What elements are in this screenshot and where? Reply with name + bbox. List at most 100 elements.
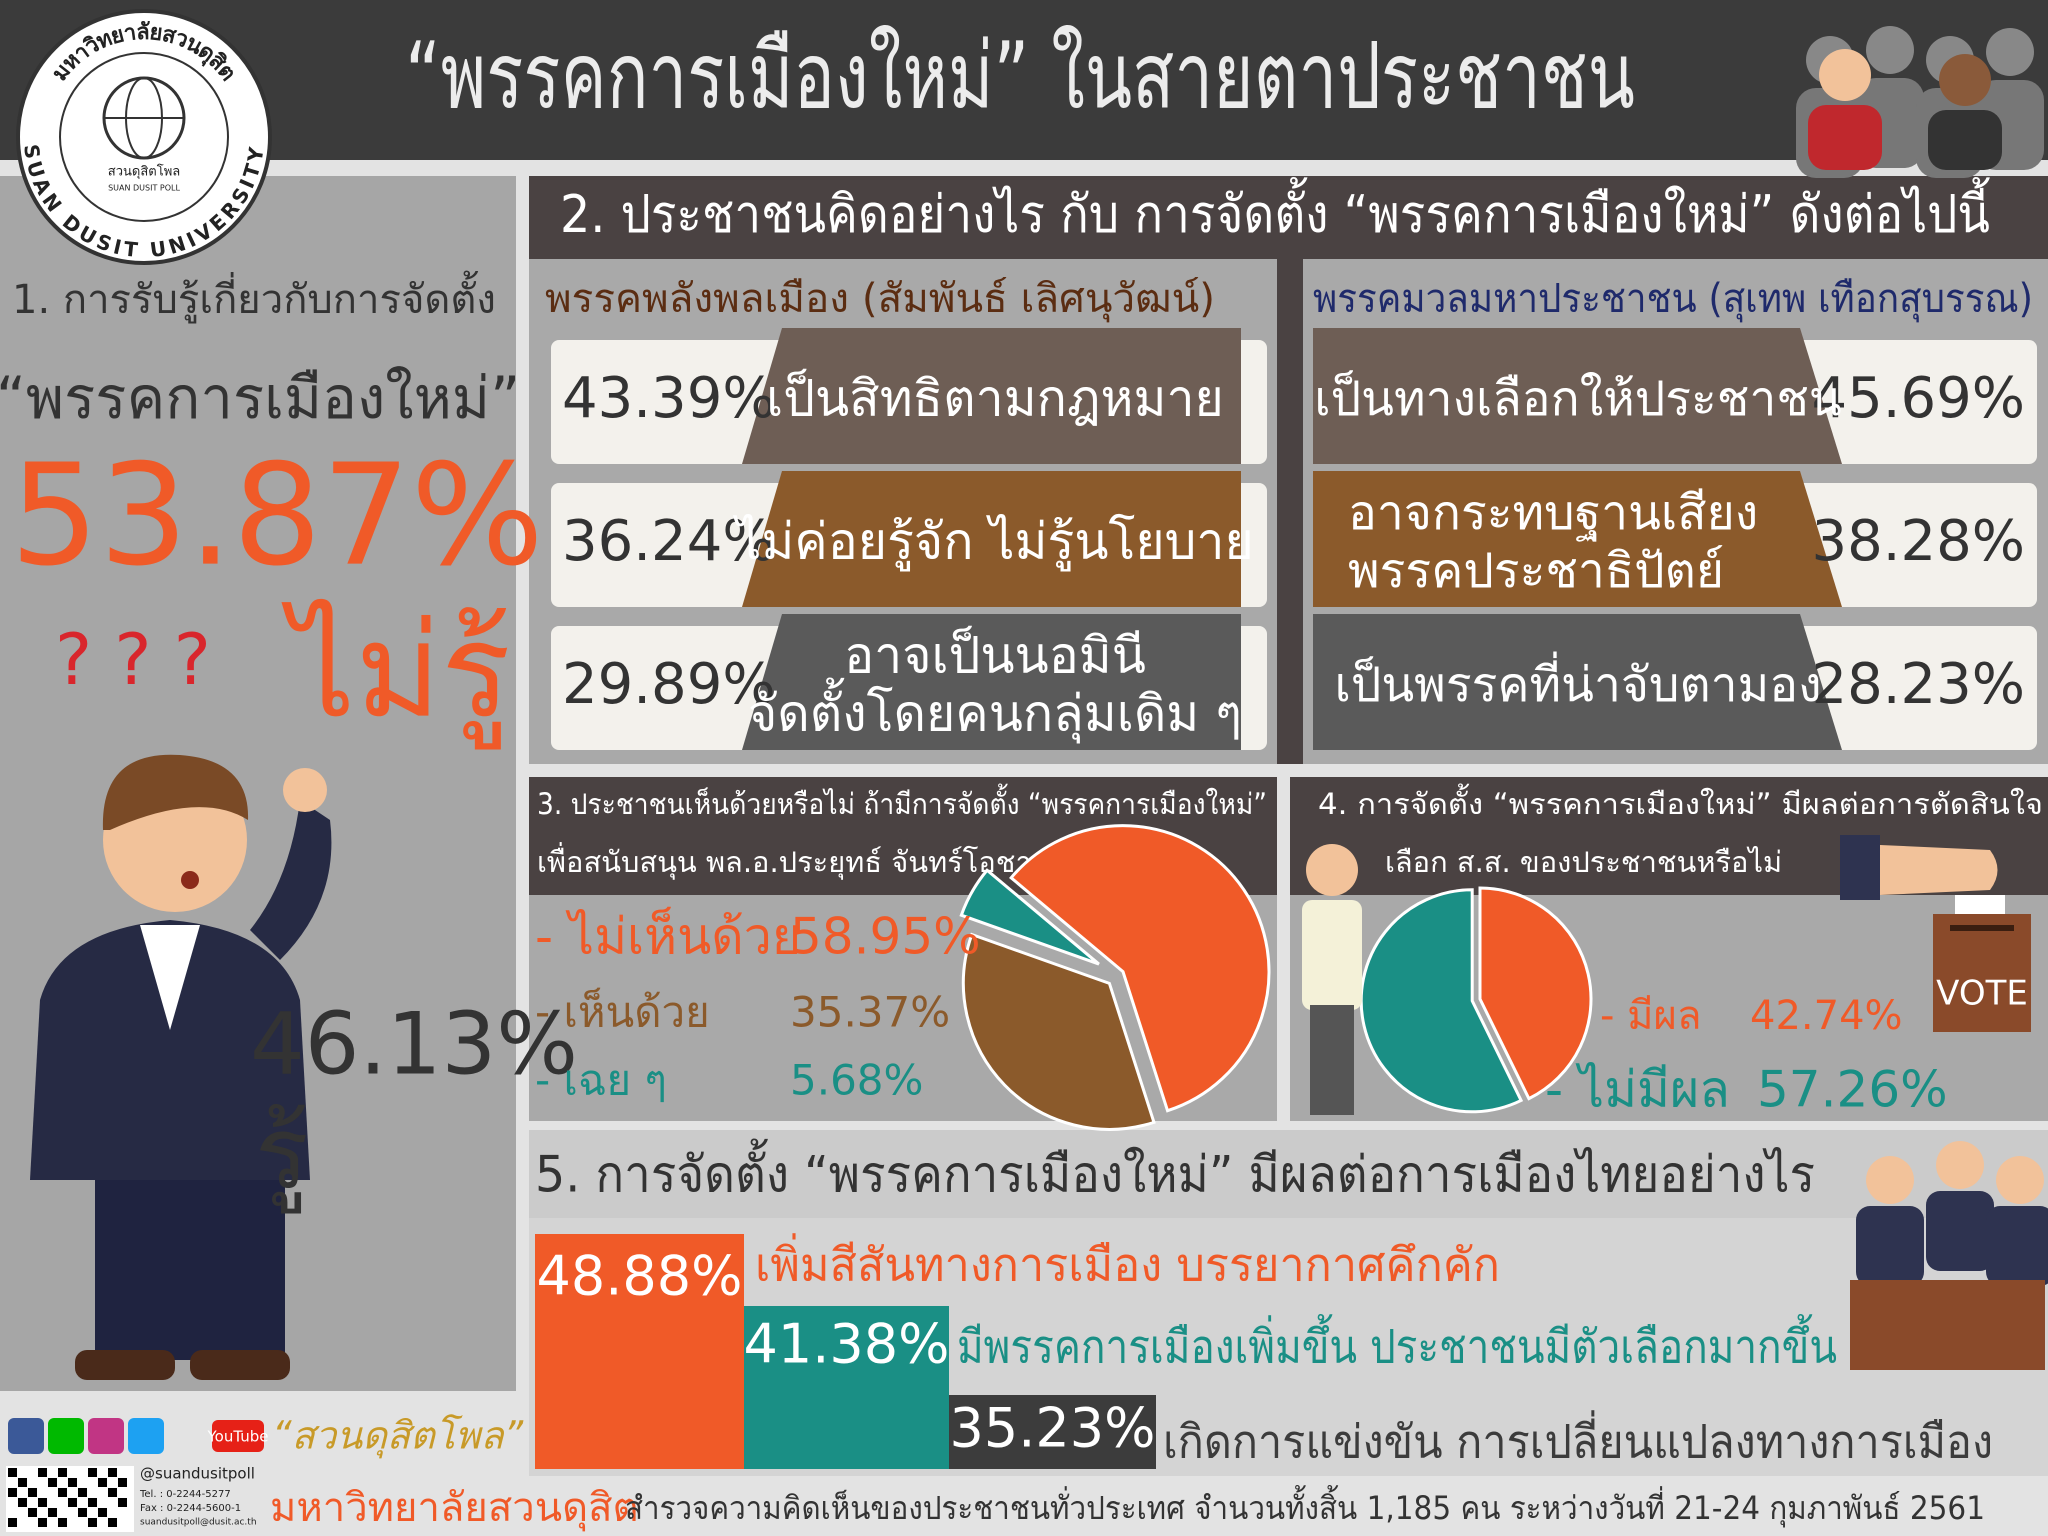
row-pct: 45.69% bbox=[1811, 366, 2025, 431]
aware-label: รู้ bbox=[255, 1094, 309, 1213]
qr-cell bbox=[48, 1508, 57, 1517]
vote-slot bbox=[1950, 925, 2014, 931]
qr-cell bbox=[8, 1488, 17, 1497]
qr-cell bbox=[118, 1478, 127, 1487]
item-value: 42.74% bbox=[1750, 993, 1903, 1039]
man-shirt bbox=[140, 925, 200, 1030]
pie-slice bbox=[1009, 824, 1271, 1113]
crowd-head bbox=[1866, 26, 1914, 74]
figure-body bbox=[1302, 900, 1362, 1010]
speaker-head bbox=[1996, 1156, 2044, 1204]
section4-title: เลือก ส.ส. ของประชาชนหรือไม่ bbox=[1385, 845, 1782, 879]
sleeve bbox=[1840, 835, 1880, 900]
speaker-head bbox=[1936, 1141, 1984, 1189]
qr-cell bbox=[58, 1518, 67, 1527]
qr-cell bbox=[88, 1498, 97, 1507]
party-name: พรรคพลังพลเมือง (สัมพันธ์ เลิศนุวัฒน์) bbox=[545, 276, 1215, 323]
party-name: พรรคมวลมหาประชาชน (สุเทพ เทือกสุบรรณ) bbox=[1313, 276, 2033, 323]
qr-cell bbox=[68, 1498, 77, 1507]
social-icon bbox=[128, 1418, 164, 1454]
logo-inner bbox=[59, 52, 229, 222]
man-hair bbox=[102, 754, 249, 830]
row-label: พรรคประชาธิปัตย์ bbox=[1348, 543, 1724, 599]
aware-pct: 46.13% bbox=[250, 994, 578, 1094]
row-band bbox=[1313, 471, 1842, 607]
pct-box bbox=[949, 1395, 1156, 1469]
item-label: เกิดการแข่งขัน การเปลี่ยนแปลงทางการเมือง bbox=[1163, 1410, 1993, 1469]
row-band bbox=[1313, 328, 1842, 464]
pct-box bbox=[535, 1234, 744, 1469]
section1-subject: “พรรคการเมืองใหม่” bbox=[0, 364, 520, 432]
man-shoe bbox=[190, 1350, 290, 1380]
person-head bbox=[1819, 49, 1871, 101]
row-pct: 36.24% bbox=[562, 509, 776, 574]
pie-slice bbox=[961, 932, 1156, 1131]
qr-cell bbox=[28, 1488, 37, 1497]
figure-head bbox=[1306, 844, 1358, 896]
row-label: จัดตั้งโดยคนกลุ่มเดิม ๆ bbox=[748, 678, 1242, 744]
qr-cell bbox=[58, 1488, 67, 1497]
qr-cell bbox=[98, 1508, 107, 1517]
speaker-body bbox=[1856, 1206, 1924, 1286]
footer-survey: สำรวจความคิดเห็นของประชาชนทั่วประเทศ จำน… bbox=[625, 1485, 1985, 1528]
logo-ring bbox=[16, 9, 272, 265]
logo-poll-en: SUAN DUSIT POLL bbox=[108, 184, 180, 193]
page-title: “พรรคการเมืองใหม่” ในสายตาประชาชน bbox=[405, 22, 1635, 129]
footer-email: suandusitpoll@dusit.ac.th bbox=[140, 1518, 257, 1528]
item-label: - มีผล bbox=[1600, 993, 1701, 1039]
person-body bbox=[1928, 110, 2002, 170]
header-bar bbox=[0, 0, 2048, 160]
man-hand bbox=[283, 768, 327, 812]
qr-cell bbox=[48, 1478, 57, 1487]
section5-header bbox=[529, 1130, 2048, 1218]
section5-title: 5. การจัดตั้ง “พรรคการเมืองใหม่” มีผลต่อ… bbox=[535, 1139, 1815, 1204]
section2-header bbox=[529, 176, 2048, 259]
unaware-pct: 53.87% bbox=[10, 435, 544, 598]
speaker-head bbox=[1866, 1156, 1914, 1204]
qr-cell bbox=[38, 1498, 47, 1507]
footer-brand: “สวนดุสิตโพล” bbox=[272, 1414, 523, 1459]
man-arm bbox=[250, 800, 332, 960]
qr-cell bbox=[78, 1508, 87, 1517]
section2-divider bbox=[1277, 259, 1303, 764]
row-band bbox=[742, 328, 1241, 464]
row-pct: 29.89% bbox=[562, 652, 776, 717]
logo-poll-th: สวนดุสิตโพล bbox=[108, 164, 180, 180]
qr-cell bbox=[8, 1468, 17, 1477]
qr-cell bbox=[108, 1468, 117, 1477]
footer-university: มหาวิทยาลัยสวนดุสิต bbox=[270, 1485, 638, 1532]
speaker-body bbox=[1926, 1191, 1994, 1271]
row-label: เป็นทางเลือกให้ประชาชน bbox=[1314, 370, 1841, 427]
qr-cell bbox=[18, 1498, 27, 1507]
item-pct: 48.88% bbox=[537, 1245, 743, 1308]
question-marks: ? ? ? bbox=[55, 619, 211, 701]
crowd-head bbox=[1986, 28, 2034, 76]
qr-cell bbox=[8, 1518, 17, 1527]
item-value: 5.68% bbox=[790, 1056, 923, 1105]
row-band bbox=[742, 614, 1241, 750]
row-label: อาจเป็นนอมินี bbox=[844, 626, 1146, 685]
qr-cell bbox=[58, 1468, 67, 1477]
social-icon bbox=[88, 1418, 124, 1454]
qr-cell bbox=[28, 1508, 37, 1517]
item-label: เพิ่มสีสันทางการเมือง บรรยากาศคึกคัก bbox=[755, 1233, 1500, 1292]
section4-title: 4. การจัดตั้ง “พรรคการเมืองใหม่” มีผลต่อ… bbox=[1318, 783, 2043, 821]
pie-slice bbox=[1478, 886, 1593, 1101]
vote-label: VOTE bbox=[1936, 974, 2028, 1014]
qr-cell bbox=[108, 1518, 117, 1527]
qr-cell bbox=[108, 1488, 117, 1497]
qr-cell bbox=[18, 1478, 27, 1487]
qr-cell bbox=[88, 1468, 97, 1477]
pie-slice bbox=[959, 868, 1100, 966]
section3-title: เพื่อสนับสนุน พล.อ.ประยุทธ์ จันทร์โอชา bbox=[537, 842, 1032, 880]
man-mouth bbox=[181, 871, 199, 889]
man-body bbox=[30, 920, 310, 1180]
speaker-body bbox=[1986, 1206, 2048, 1286]
podium bbox=[1850, 1280, 2045, 1370]
man-legs bbox=[95, 1150, 285, 1360]
item-label: มีพรรคการเมืองเพิ่มขึ้น ประชาชนมีตัวเลือ… bbox=[957, 1314, 1837, 1374]
item-value: 58.95% bbox=[790, 908, 981, 966]
hand bbox=[1880, 845, 1998, 895]
row-label: ไม่ค่อยรู้จัก ไม่รู้นโยบาย bbox=[732, 513, 1254, 572]
